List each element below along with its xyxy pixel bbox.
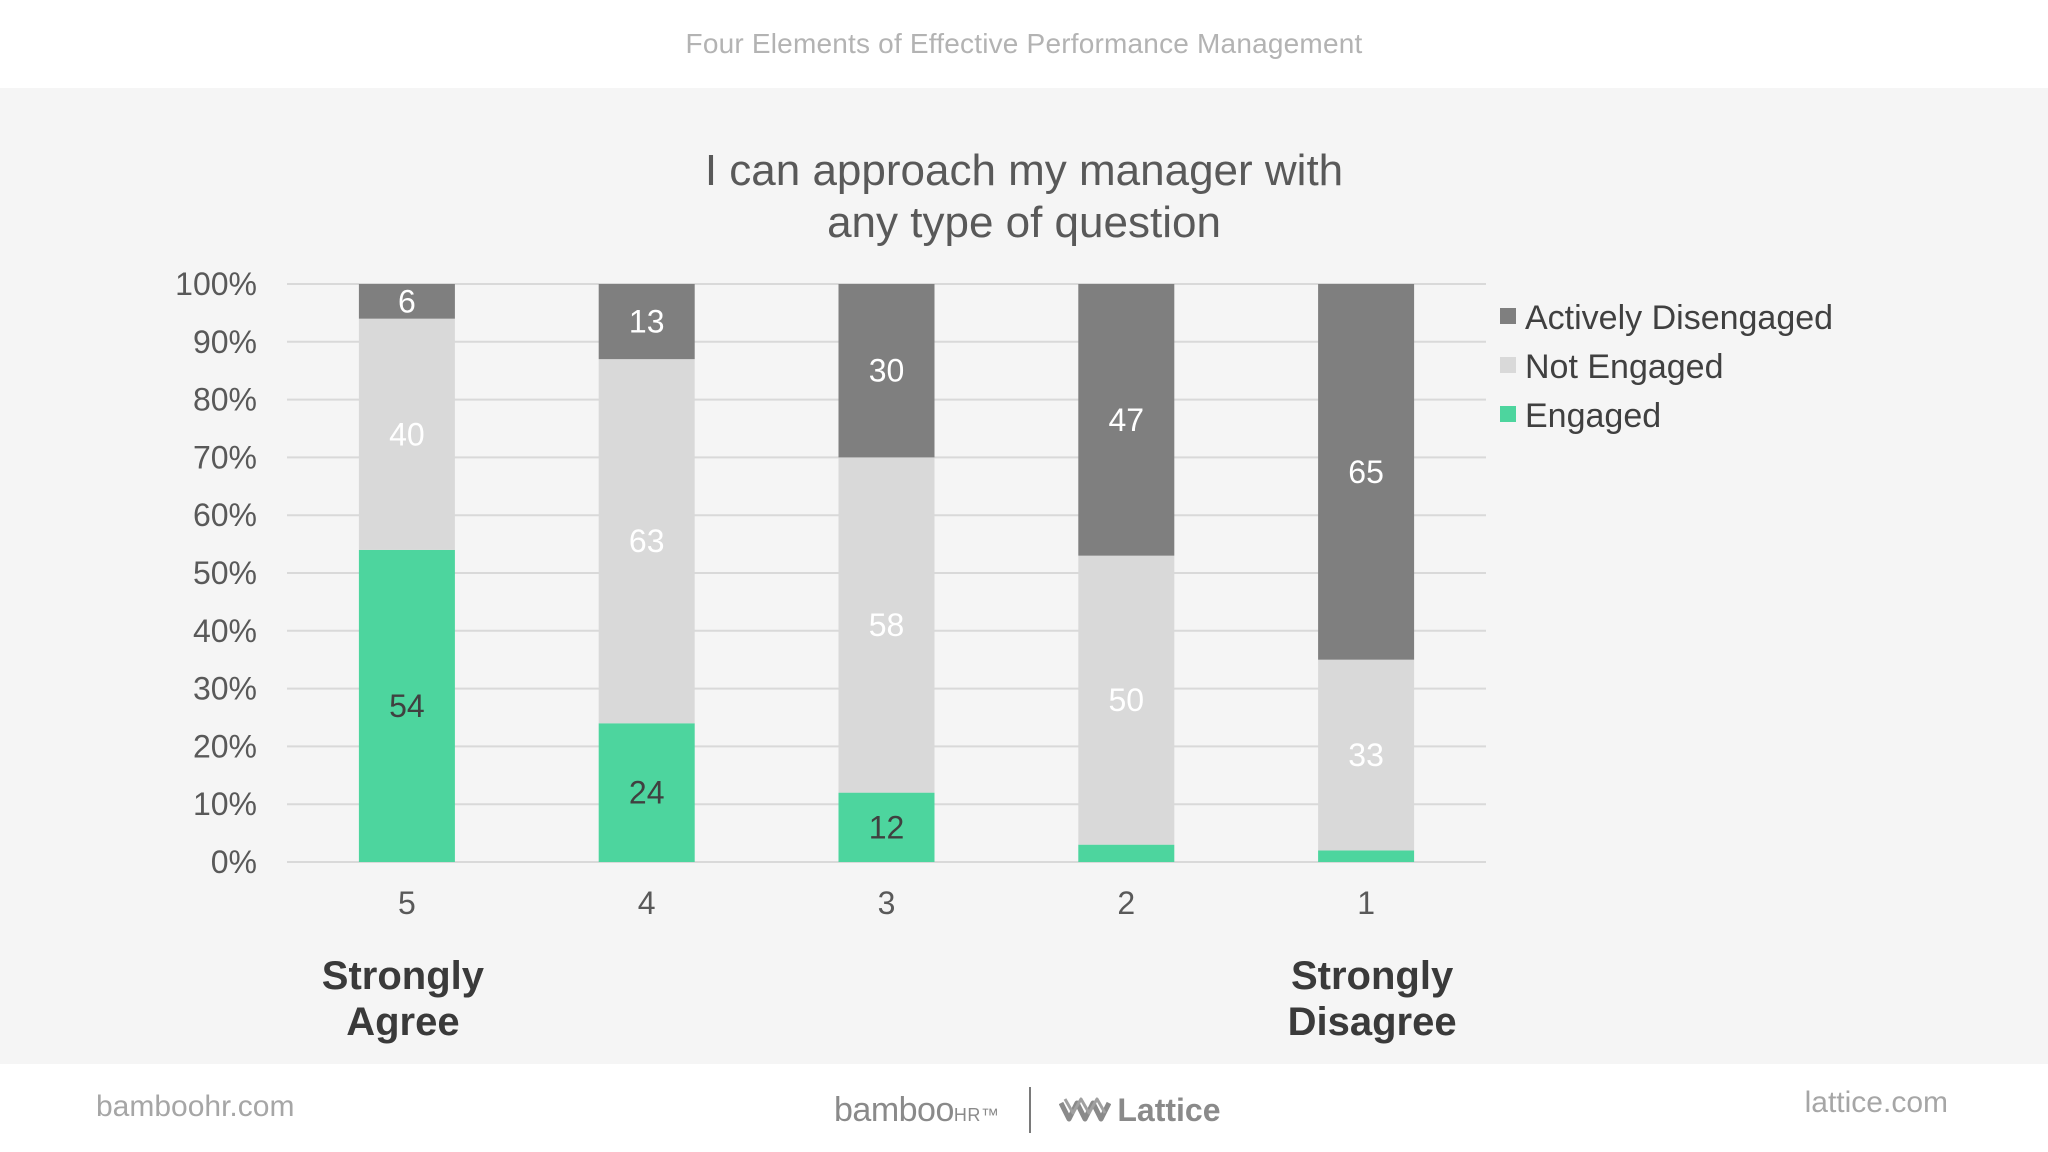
x-category-label: 2 [1117,885,1135,921]
chart-panel: I can approach my manager with any type o… [0,88,2048,1064]
x-category-label: 1 [1357,885,1375,921]
bar-segment-engaged [1318,850,1415,862]
legend-label-not-engaged: Not Engaged [1525,348,1724,386]
bar-segment-actively-disengaged [358,284,455,319]
y-tick-label: 40% [193,613,257,649]
y-tick-label: 80% [193,382,257,418]
bar-segment-actively-disengaged [1318,284,1415,660]
data-label-not-engaged: 50 [1109,682,1145,718]
bar-segment-engaged [1078,844,1175,862]
bar-segment-not-engaged [838,457,935,793]
bar-segment-actively-disengaged [598,284,695,360]
y-tick-label: 20% [193,728,257,764]
strongly-disagree-label: Strongly [1291,954,1454,998]
strongly-agree-label: Strongly [322,954,485,998]
data-label-actively-disengaged: 6 [398,283,416,319]
partner-logos: bambooHR™ Lattice [834,1086,1221,1134]
bar-segment-actively-disengaged [838,284,935,458]
bar-segment-engaged [598,723,695,862]
bar-segment-engaged [358,549,455,862]
lattice-mark-icon [1059,1097,1112,1122]
bar-segment-not-engaged [358,318,455,550]
legend-swatch-actively-disengaged [1500,308,1516,324]
data-label-not-engaged: 58 [869,607,905,643]
data-label-engaged: 12 [869,809,905,845]
lattice-logo: Lattice [1059,1091,1221,1129]
y-tick-label: 100% [175,266,257,302]
page-footer: bamboohr.com bambooHR™ Lattice lattice.c… [0,1064,2048,1152]
legend-label-engaged: Engaged [1525,397,1661,435]
chart-title-line: any type of question [827,198,1221,247]
bamboohr-logo: bambooHR™ [834,1091,999,1130]
data-label-not-engaged: 33 [1348,737,1384,773]
y-tick-label: 60% [193,497,257,533]
y-tick-label: 0% [211,844,257,880]
data-label-engaged: 24 [629,775,665,811]
presentation-title: Four Elements of Effective Performance M… [685,28,1363,59]
data-label-actively-disengaged: 65 [1348,454,1384,490]
bar-segment-actively-disengaged [1078,284,1175,556]
x-category-label: 4 [638,885,656,921]
lattice-logo-text: Lattice [1117,1091,1221,1128]
bamboohr-logo-word: bamboo [834,1090,954,1129]
bar-segment-not-engaged [1078,555,1175,845]
strongly-disagree-label: Disagree [1288,1000,1457,1044]
bamboohr-url[interactable]: bamboohr.com [96,1090,295,1123]
page-header: Four Elements of Effective Performance M… [0,0,2048,88]
data-label-not-engaged: 40 [389,416,425,452]
legend-label-actively-disengaged: Actively Disengaged [1525,299,1833,337]
y-tick-label: 70% [193,439,257,475]
strongly-agree-label: Agree [346,1000,459,1044]
data-label-actively-disengaged: 47 [1109,402,1145,438]
bamboohr-logo-tm: ™ [980,1104,1000,1125]
data-label-actively-disengaged: 30 [869,353,905,389]
lattice-url[interactable]: lattice.com [1804,1086,1948,1119]
y-tick-label: 50% [193,555,257,591]
legend-swatch-engaged [1500,406,1516,422]
data-label-engaged: 54 [389,688,425,724]
y-tick-label: 30% [193,671,257,707]
data-label-actively-disengaged: 13 [629,304,665,340]
x-category-label: 3 [878,885,896,921]
y-tick-label: 10% [193,786,257,822]
bar-segment-not-engaged [598,359,695,724]
bamboohr-logo-hr: HR [953,1104,981,1125]
bar-segment-engaged [838,792,935,862]
x-category-label: 5 [398,885,416,921]
chart-title-line: I can approach my manager with [705,146,1343,195]
legend-swatch-not-engaged [1500,357,1516,373]
data-label-not-engaged: 63 [629,523,665,559]
y-tick-label: 90% [193,324,257,360]
bar-segment-not-engaged [1318,659,1415,851]
logo-divider [1029,1087,1032,1133]
